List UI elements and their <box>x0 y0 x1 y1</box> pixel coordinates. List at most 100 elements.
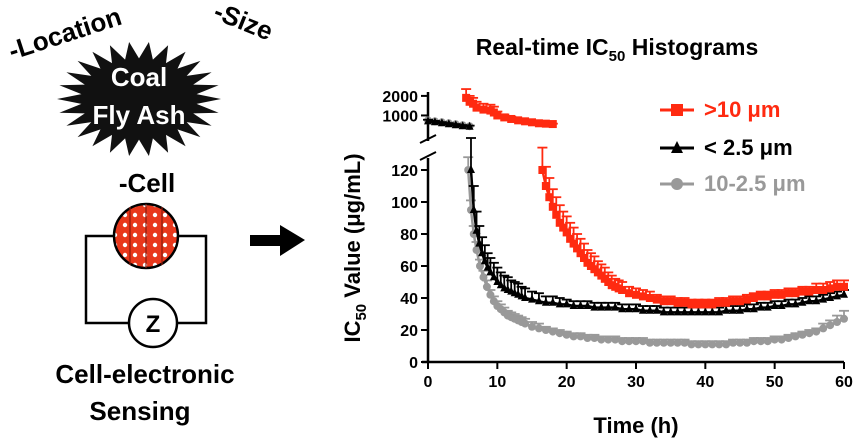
ic50-chart: Real-time IC50 Histograms IC50 Value (μg… <box>340 34 853 438</box>
data-point <box>580 254 588 262</box>
data-point <box>482 282 491 291</box>
data-point <box>545 193 554 202</box>
data-point <box>559 223 568 232</box>
data-point <box>496 280 505 289</box>
data-point <box>466 165 475 173</box>
data-point <box>708 300 717 309</box>
data-point <box>632 290 640 299</box>
data-point <box>541 182 550 190</box>
legend-label: >10 μm <box>704 97 780 122</box>
data-point <box>507 114 516 123</box>
data-point <box>749 294 758 302</box>
data-point <box>555 329 564 338</box>
data-point <box>826 321 835 330</box>
label-location: -Location <box>5 1 126 66</box>
x-tick-label: 60 <box>835 374 853 391</box>
y-tick-label: 100 <box>391 195 418 212</box>
plot-area <box>423 88 849 349</box>
data-point <box>528 322 536 331</box>
data-point <box>541 297 550 306</box>
data-point <box>840 282 848 291</box>
data-point <box>701 307 710 316</box>
data-point <box>784 289 793 298</box>
data-point <box>687 340 696 349</box>
data-point <box>777 301 786 309</box>
data-point <box>694 340 703 349</box>
series-2 <box>424 116 849 349</box>
data-point <box>583 334 592 342</box>
data-point <box>576 332 585 341</box>
data-point <box>715 340 724 349</box>
data-point <box>777 335 786 344</box>
legend-marker <box>671 178 683 190</box>
data-point <box>514 116 523 125</box>
chart-title-main: Real-time IC <box>476 34 609 60</box>
data-point <box>729 297 738 306</box>
caption-line-1: Cell-electronic <box>55 359 234 389</box>
series-1 <box>423 116 849 316</box>
data-point <box>590 302 599 311</box>
data-point <box>552 210 561 219</box>
data-point <box>479 105 488 114</box>
data-point <box>566 234 575 243</box>
data-point <box>756 292 765 301</box>
data-point <box>573 244 582 253</box>
data-point <box>715 298 724 307</box>
y-tick-label: 0 <box>409 355 418 372</box>
data-point <box>424 116 432 125</box>
data-point <box>791 332 800 341</box>
data-point <box>701 340 710 349</box>
data-point <box>722 298 731 307</box>
data-point <box>548 327 557 336</box>
data-point <box>784 334 793 342</box>
data-point <box>652 338 661 347</box>
x-tick-label: 30 <box>627 374 645 391</box>
data-point <box>798 330 807 339</box>
data-point <box>763 302 772 311</box>
data-point <box>625 337 634 346</box>
data-point <box>604 302 613 311</box>
data-point <box>479 273 488 282</box>
data-point <box>576 249 585 258</box>
data-point <box>680 298 689 307</box>
data-point <box>521 293 530 301</box>
data-point <box>638 337 647 346</box>
data-point <box>652 295 661 304</box>
data-point <box>742 304 751 313</box>
data-point <box>645 294 654 302</box>
x-tick-label: 20 <box>558 374 576 391</box>
data-point <box>729 338 738 347</box>
data-point <box>611 335 620 344</box>
data-point <box>736 305 744 314</box>
data-point <box>729 305 738 314</box>
series-0 <box>461 88 849 309</box>
data-point <box>687 307 696 316</box>
data-point <box>638 305 647 314</box>
y-tick-label-upper: 1000 <box>382 108 418 125</box>
data-point <box>742 338 751 347</box>
data-point <box>770 290 779 299</box>
data-point <box>528 118 536 127</box>
y-tick-label: 60 <box>400 259 418 276</box>
data-point <box>833 318 842 326</box>
data-point <box>659 338 668 347</box>
data-point <box>708 340 717 349</box>
caption-line-2: Sensing <box>89 396 190 426</box>
data-point <box>528 294 536 303</box>
data-point <box>833 282 842 291</box>
data-point <box>673 298 682 307</box>
legend-label: < 2.5 μm <box>704 135 793 160</box>
y-tick-label: 40 <box>400 291 418 308</box>
data-point <box>534 119 543 128</box>
data-point <box>472 246 481 254</box>
circuit-wire-left <box>84 234 128 325</box>
data-point <box>805 287 814 296</box>
data-point <box>687 300 696 309</box>
data-point <box>548 297 557 306</box>
data-point <box>715 307 724 316</box>
data-point <box>819 286 828 294</box>
data-point <box>569 332 578 341</box>
data-point <box>458 121 467 130</box>
y-tick-label: 20 <box>400 323 418 340</box>
